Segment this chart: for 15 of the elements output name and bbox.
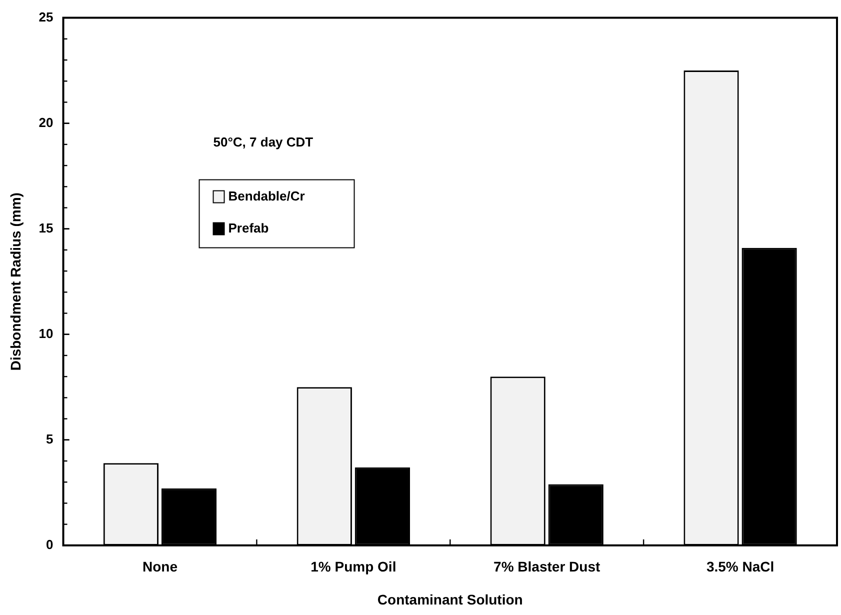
x-tick-label: 1% Pump Oil (310, 558, 396, 575)
y-tick-label: 0 (46, 536, 54, 552)
y-tick-label: 20 (38, 114, 54, 130)
y-tick-label: 15 (38, 220, 54, 236)
y-axis-title: Disbondment Radius (mm) (7, 192, 24, 371)
x-tick-label: 7% Blaster Dust (494, 558, 600, 575)
y-tick-label: 25 (38, 9, 54, 24)
x-tick-label: 3.5% NaCl (706, 558, 774, 575)
y-tick-label: 10 (38, 326, 54, 341)
legend-label: Bendable/Cr (228, 188, 305, 204)
annotation: 50°C, 7 day CDT (213, 134, 314, 150)
x-axis-title: Contaminant Solution (377, 591, 523, 608)
y-tick-label: 5 (46, 431, 54, 446)
x-tick-label: None (142, 558, 178, 575)
legend-label: Prefab (228, 220, 269, 236)
